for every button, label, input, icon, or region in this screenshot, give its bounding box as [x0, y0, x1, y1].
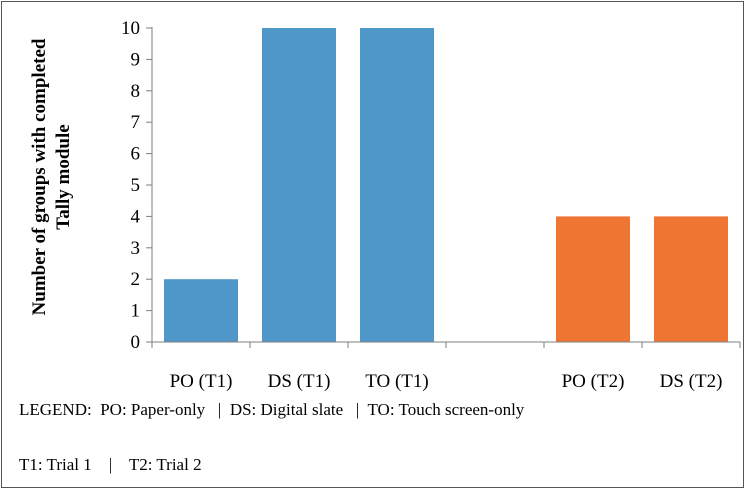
y-axis-label: Number of groups with completed Tally mod… [29, 38, 74, 315]
x-tick-label: DS (T1) [268, 371, 331, 392]
y-axis-label-line: Number of groups with completed [29, 38, 50, 315]
y-tick-label: 9 [131, 49, 141, 70]
y-tick-label: 2 [131, 269, 141, 290]
legend-text: LEGEND: PO: Paper-only | DS: Digital sla… [19, 400, 525, 419]
y-tick-label: 4 [131, 206, 141, 227]
x-tick-label: DS (T2) [660, 371, 723, 392]
y-tick-label: 7 [131, 112, 141, 133]
bar [556, 216, 630, 342]
y-tick-label: 1 [131, 301, 141, 322]
x-tick-label: TO (T1) [365, 371, 429, 392]
y-tick-label: 6 [131, 144, 141, 165]
bar [164, 279, 238, 342]
x-tick-label: PO (T1) [170, 371, 233, 392]
x-tick-labels: PO (T1) DS (T1) TO (T1) PO (T2) DS (T2) [170, 371, 723, 392]
trials-text: T1: Trial 1 | T2: Trial 2 [19, 455, 202, 474]
y-tick-label: 8 [131, 81, 141, 102]
y-tick-label: 0 [131, 332, 141, 353]
y-axis-label-line: Tally module [53, 124, 74, 229]
bar-chart: Number of groups with completed Tally mod… [29, 18, 741, 392]
y-tick-label: 3 [131, 238, 141, 259]
bars [164, 28, 728, 342]
bar [262, 28, 336, 342]
bar [360, 28, 434, 342]
axes [146, 27, 741, 348]
y-tick-labels: 0 1 2 3 4 5 6 7 8 9 10 [121, 18, 141, 353]
y-tick-label: 10 [121, 18, 140, 39]
x-tick-label: PO (T2) [562, 371, 625, 392]
bar [654, 216, 728, 342]
y-tick-label: 5 [131, 175, 141, 196]
